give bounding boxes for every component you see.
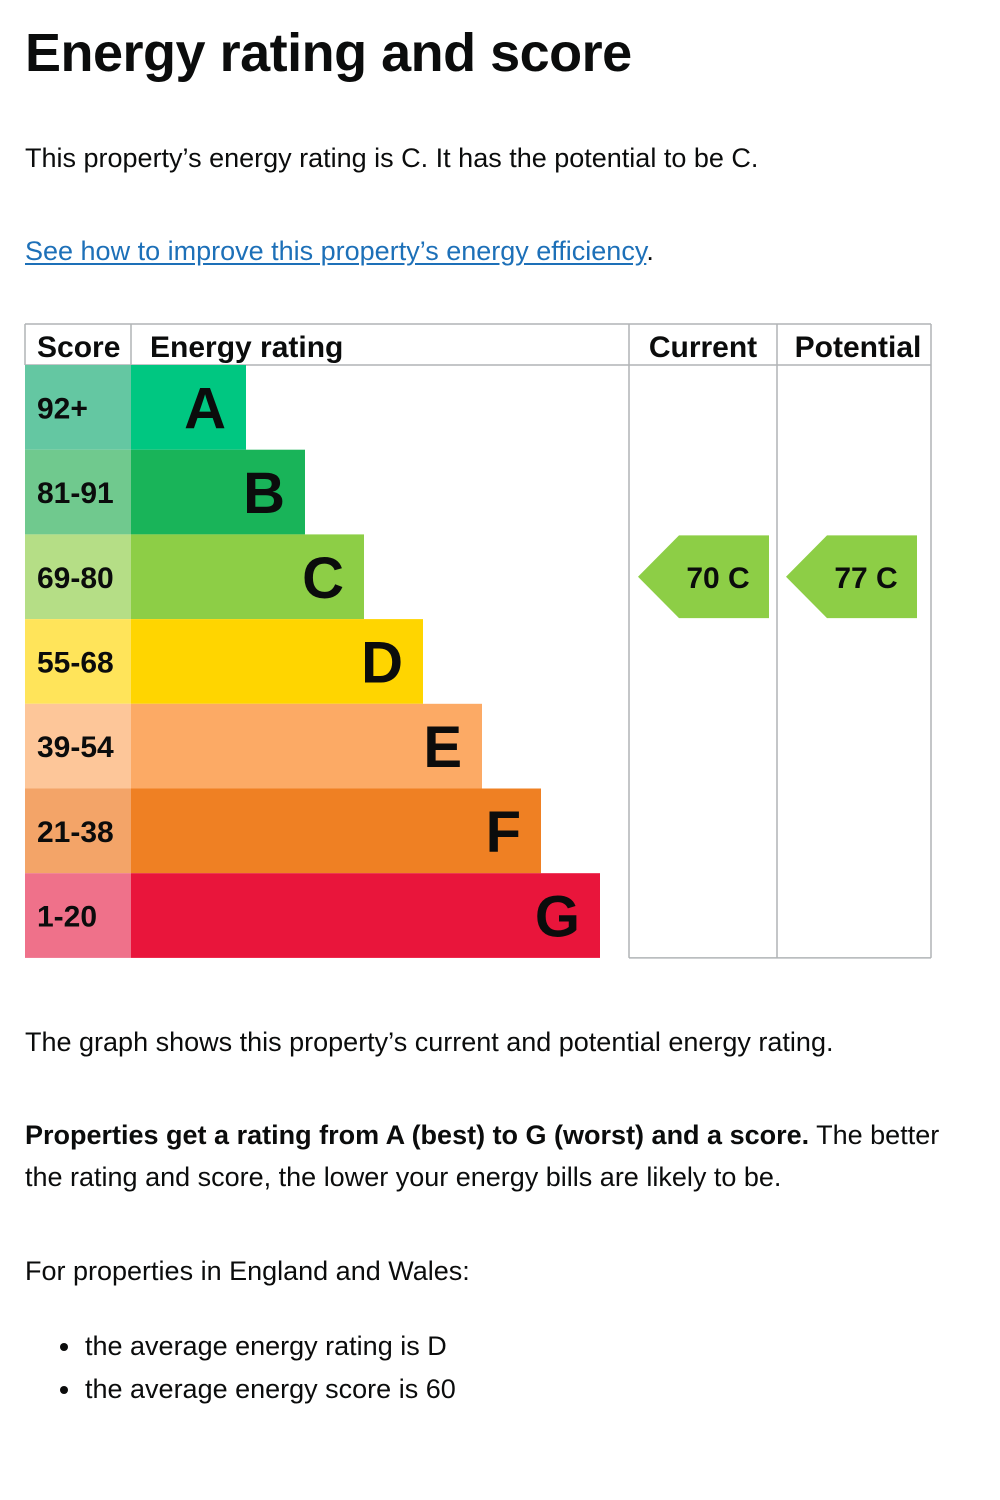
score-cell-f xyxy=(25,788,131,874)
current-rating-label: 70 C xyxy=(686,562,749,595)
rating-letter-b: B xyxy=(243,461,285,526)
rating-letter-g: G xyxy=(535,885,580,950)
averages-list: the average energy rating is D the avera… xyxy=(25,1325,456,1411)
score-range-e: 39-54 xyxy=(37,731,114,764)
rating-letter-e: E xyxy=(423,715,462,780)
score-range-c: 69-80 xyxy=(37,562,114,595)
score-cell-b xyxy=(25,449,131,535)
score-cell-e xyxy=(25,703,131,789)
score-range-a: 92+ xyxy=(37,392,88,425)
potential-rating-label: 77 C xyxy=(834,562,897,595)
improve-link-suffix: . xyxy=(646,236,654,266)
rating-bar-b xyxy=(131,449,305,535)
rating-summary: This property’s energy rating is C. It h… xyxy=(25,143,759,173)
rating-bar-a xyxy=(131,365,246,450)
score-range-f: 21-38 xyxy=(37,816,114,849)
list-item-average-score: the average energy score is 60 xyxy=(83,1368,456,1411)
list-item-average-rating: the average energy rating is D xyxy=(83,1325,456,1368)
rating-explainer-rest: The better the rating and score, the low… xyxy=(25,1120,940,1192)
graph-caption: The graph shows this property’s current … xyxy=(25,1027,834,1057)
region-intro: For properties in England and Wales: xyxy=(25,1256,470,1286)
score-cell-g xyxy=(25,873,131,958)
score-cell-d xyxy=(25,619,131,704)
rating-letter-f: F xyxy=(486,800,521,865)
rating-explainer: Properties get a rating from A (best) to… xyxy=(25,1114,955,1198)
rating-bar-e xyxy=(131,703,482,789)
header-potential: Potential xyxy=(795,331,922,364)
score-range-g: 1-20 xyxy=(37,901,97,934)
score-cell-a xyxy=(25,365,131,450)
header-energy-rating: Energy rating xyxy=(150,331,343,364)
rating-letter-a: A xyxy=(184,376,226,441)
rating-bar-g xyxy=(131,873,600,958)
page-title: Energy rating and score xyxy=(25,23,632,83)
potential-rating-arrow xyxy=(786,535,917,619)
score-range-b: 81-91 xyxy=(37,477,114,510)
rating-bar-f xyxy=(131,788,541,874)
rating-bar-d xyxy=(131,619,423,704)
rating-explainer-bold: Properties get a rating from A (best) to… xyxy=(25,1120,810,1150)
rating-bar-c xyxy=(131,534,364,620)
score-cell-c xyxy=(25,534,131,620)
current-rating-arrow xyxy=(638,535,769,619)
header-score: Score xyxy=(37,331,120,364)
score-range-d: 55-68 xyxy=(37,646,114,679)
rating-letter-d: D xyxy=(361,630,403,695)
rating-letter-c: C xyxy=(302,546,344,611)
energy-rating-chart: Score Energy rating Current Potential 92+ A 81… xyxy=(24,323,932,959)
header-current: Current xyxy=(649,331,757,364)
improve-paragraph: See how to improve this property’s energ… xyxy=(25,233,654,269)
improve-efficiency-link[interactable]: See how to improve this property’s energ… xyxy=(25,236,647,266)
